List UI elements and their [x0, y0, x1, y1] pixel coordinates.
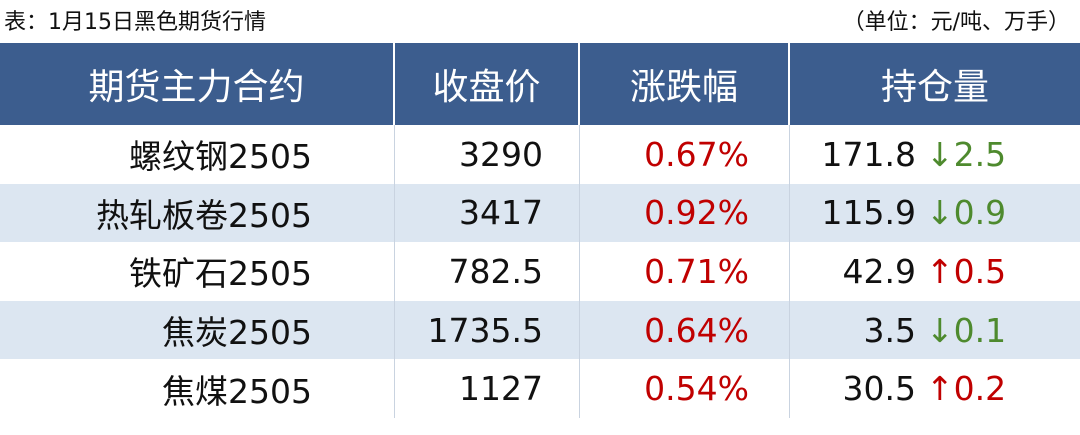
change-pct-cell: 0.64% [580, 300, 790, 360]
position-cell: 42.9 [842, 251, 916, 291]
position-change-cell: ↓2.5 [926, 134, 1007, 174]
position-cell: 115.9 [821, 193, 916, 233]
contract-cell: 焦炭2505 [0, 300, 395, 360]
change-pct-cell: 0.54% [580, 359, 790, 418]
column-header: 涨跌幅 [580, 43, 790, 125]
position-change-cell: ↑0.5 [926, 251, 1007, 291]
table-row: 热轧板卷2505 3417 0.92% 115.9 ↓0.9 [0, 183, 1080, 243]
column-header: 持仓量 [790, 43, 1080, 125]
change-pct-cell: 0.92% [580, 183, 790, 243]
close-cell: 782.5 [395, 242, 580, 301]
close-cell: 1127 [395, 359, 580, 418]
close-cell: 3417 [395, 183, 580, 243]
position-change-cell: ↑0.2 [926, 369, 1007, 409]
table-row: 螺纹钢2505 3290 0.67% 171.8 ↓2.5 [0, 125, 1080, 184]
change-pct-cell: 0.71% [580, 242, 790, 301]
close-cell: 1735.5 [395, 300, 580, 360]
contract-cell: 热轧板卷2505 [0, 183, 395, 243]
column-header: 期货主力合约 [0, 43, 395, 125]
position-cell: 30.5 [842, 369, 916, 409]
unit-note: （单位：元/吨、万手） [842, 10, 1070, 35]
table-row: 焦煤2505 1127 0.54% 30.5 ↑0.2 [0, 359, 1080, 418]
contract-cell: 螺纹钢2505 [0, 125, 395, 184]
title: 表：1月15日黑色期货行情 [4, 10, 266, 35]
change-pct-cell: 0.67% [580, 125, 790, 184]
contract-cell: 铁矿石2505 [0, 242, 395, 301]
position-change-cell: ↓0.1 [926, 310, 1007, 350]
column-header: 收盘价 [395, 43, 580, 125]
contract-cell: 焦煤2505 [0, 359, 395, 418]
position-cell: 171.8 [821, 134, 916, 174]
position-cell: 3.5 [863, 310, 916, 350]
table-row: 焦炭2505 1735.5 0.64% 3.5 ↓0.1 [0, 300, 1080, 360]
position-change-cell: ↓0.9 [926, 193, 1007, 233]
table-row: 铁矿石2505 782.5 0.71% 42.9 ↑0.5 [0, 242, 1080, 301]
close-cell: 3290 [395, 125, 580, 184]
